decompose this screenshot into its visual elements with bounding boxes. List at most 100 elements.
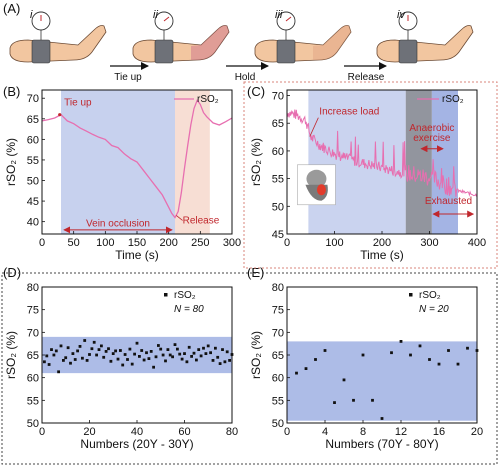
data-point — [154, 355, 158, 359]
arm-discoloration — [313, 25, 351, 60]
y-tick-label: 50 — [27, 418, 39, 430]
y-tick-label: 60 — [27, 134, 39, 146]
data-point — [204, 352, 208, 355]
step-label-iii: iii — [275, 9, 283, 21]
y-tick-label: 60 — [272, 146, 284, 158]
y-tick-label: 55 — [27, 395, 39, 407]
data-point — [342, 378, 346, 382]
data-point — [126, 358, 129, 361]
y-tick-label: 45 — [272, 229, 284, 241]
data-point — [43, 360, 46, 364]
annotation-increase-load: Increase load — [319, 106, 379, 117]
y-tick-label: 75 — [272, 305, 284, 317]
data-point — [173, 343, 177, 346]
data-point — [418, 344, 422, 348]
y-tick-label: 60 — [27, 373, 39, 385]
tie-up-marker — [58, 113, 62, 117]
data-point — [128, 347, 132, 351]
step-arrow-label-hold: Hold — [235, 72, 256, 83]
arm-illustration-4 — [376, 11, 474, 64]
arm-shape — [9, 25, 107, 63]
data-point — [78, 345, 82, 348]
y-tick-label: 40 — [27, 217, 39, 229]
x-tick-label: 300 — [223, 237, 241, 249]
data-point — [59, 344, 63, 348]
n-label: N = 20 — [419, 304, 449, 315]
x-tick-label: 100 — [96, 237, 114, 249]
data-point — [152, 365, 155, 369]
inset-muscle-image — [297, 164, 336, 206]
legend-label: rSO₂ — [419, 290, 441, 301]
data-point — [211, 359, 215, 362]
pressure-cuff — [276, 39, 296, 64]
data-point — [95, 353, 98, 357]
x-tick-label: 50 — [68, 237, 80, 249]
data-point — [107, 347, 110, 351]
data-point — [180, 357, 184, 361]
x-tick-label: 8 — [360, 426, 366, 438]
data-point — [197, 348, 201, 351]
data-point — [323, 349, 327, 352]
x-tick-label: 0 — [39, 426, 45, 438]
x-axis-label: Time (s) — [115, 248, 159, 262]
data-point — [223, 360, 227, 364]
annotation-vein-occlusion: Vein occlusion — [86, 219, 150, 230]
gauge-needle — [285, 16, 292, 22]
y-axis-label: rSO₂ (%) — [249, 331, 263, 379]
arm-illustration-3 — [254, 11, 352, 64]
data-point — [399, 340, 403, 343]
x-axis-label: Time (s) — [360, 248, 404, 262]
region-release — [175, 90, 210, 234]
annotation-tie-up: Tie up — [64, 98, 92, 109]
arm-discoloration — [191, 25, 229, 60]
x-tick-label: 0 — [284, 426, 290, 438]
data-point — [183, 352, 186, 355]
x-axis-label: Numbers (20Y - 30Y) — [80, 437, 193, 451]
y-tick-label: 65 — [272, 350, 284, 362]
data-point — [142, 358, 146, 362]
data-point — [83, 339, 87, 342]
data-point — [428, 358, 431, 361]
data-point — [304, 367, 308, 370]
data-point — [221, 348, 224, 351]
annotation-anaerobic-line1: Anaerobic — [409, 123, 454, 134]
x-tick-label: 250 — [191, 237, 209, 249]
data-point — [138, 355, 141, 358]
x-tick-label: 40 — [131, 426, 143, 438]
data-point — [166, 348, 170, 351]
data-point — [97, 348, 101, 351]
x-tick-label: 16 — [433, 426, 445, 438]
data-point — [52, 353, 56, 357]
panel-c-frame — [243, 81, 498, 269]
y-tick-label: 50 — [27, 176, 39, 188]
data-point — [104, 350, 108, 353]
x-tick-label: 400 — [468, 237, 486, 249]
panel-label-c: (C) — [247, 84, 265, 99]
chart-b: 0 50 100 150 200 250 300 40 45 50 55 60 65 70 Time (s)… — [4, 89, 241, 262]
data-point — [456, 362, 460, 366]
step-arrow-label-release: Release — [348, 72, 385, 83]
y-axis-label: rSO₂ (%) — [4, 138, 18, 186]
y-tick-label: 65 — [272, 118, 284, 130]
data-point — [114, 349, 117, 353]
y-tick-label: 80 — [27, 282, 39, 294]
legend-swatch — [409, 293, 413, 297]
step-label-i: i — [30, 9, 33, 21]
data-point — [192, 351, 196, 355]
data-point — [57, 370, 60, 374]
data-point — [225, 350, 229, 354]
increase-load-pointer — [309, 117, 319, 137]
region-3 — [431, 90, 458, 234]
x-tick-label: 150 — [128, 237, 146, 249]
data-point — [209, 351, 212, 355]
data-point — [202, 346, 205, 350]
data-point — [295, 371, 298, 375]
data-point — [102, 355, 106, 359]
x-tick-label: 200 — [159, 237, 177, 249]
y-tick-label: 50 — [272, 418, 284, 430]
annotation-anaerobic-line2: exercise — [413, 133, 451, 144]
data-point — [195, 358, 198, 362]
x-tick-label: 80 — [226, 426, 238, 438]
data-point — [149, 350, 153, 353]
